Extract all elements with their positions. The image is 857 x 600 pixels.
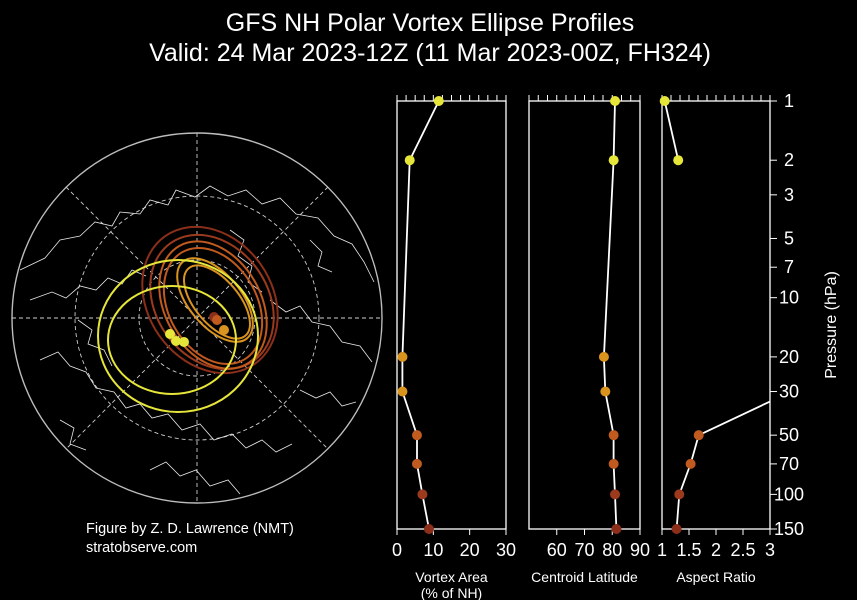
aspect-ratio-offscale-line <box>698 400 771 436</box>
vortex-area-point-100 <box>417 489 428 500</box>
pressure-tick-label: 7 <box>784 257 794 277</box>
vortex-area-line <box>401 100 440 530</box>
aspect-ratio-point-50 <box>693 430 704 441</box>
centroid-latitude-point-30 <box>600 386 611 397</box>
centroid-latitude-x-tick-label: 80 <box>602 540 622 560</box>
centroid-latitude-point-50 <box>608 430 619 441</box>
centroid-latitude-frame <box>528 100 641 530</box>
credit-site: stratobserve.com <box>86 540 198 556</box>
centroid-latitude-point-100 <box>610 489 621 500</box>
map-coastlines <box>19 185 375 495</box>
centroid-latitude-point-150 <box>611 524 622 534</box>
pressure-tick-label: 20 <box>779 347 799 367</box>
centroid-latitude-x-tick-label: 90 <box>630 540 650 560</box>
aspect-ratio-point-70 <box>685 458 696 469</box>
vortex-area-x-label: Vortex Area <box>415 569 488 585</box>
centroid-latitude-panel: 60 70 80 90 Centroid Latitude <box>528 95 650 585</box>
centroid-latitude-point-20 <box>598 351 609 362</box>
aspect-ratio-x-tick-label: 1.5 <box>676 540 701 560</box>
vortex-area-point-70 <box>411 458 422 469</box>
aspect-ratio-x-tick-label: 2 <box>711 540 721 560</box>
pressure-tick-label: 2 <box>784 150 794 170</box>
pressure-axis-label: Pressure (hPa) <box>823 271 840 379</box>
pressure-tick-label: 1 <box>784 91 794 111</box>
vortex-ellipses <box>97 225 279 413</box>
aspect-ratio-point-150 <box>671 524 682 534</box>
centroid-latitude-x-tick-label: 60 <box>547 540 567 560</box>
vortex-area-x-tick-label: 10 <box>423 540 443 560</box>
vortex-centroids <box>165 312 229 347</box>
title-line-2: Valid: 24 Mar 2023-12Z (11 Mar 2023-00Z,… <box>149 39 711 67</box>
vortex-area-x-tick-label: 30 <box>496 540 516 560</box>
centroid-latitude-x-label: Centroid Latitude <box>531 569 638 585</box>
aspect-ratio-line <box>675 434 700 530</box>
aspect-ratio-x-label: Aspect Ratio <box>676 569 756 585</box>
vortex-area-panel: 0 10 20 30 Vortex Area(% of NH) <box>392 95 516 600</box>
credit-author: Figure by Z. D. Lawrence (NMT) <box>86 521 294 537</box>
centroid-latitude-point-2 <box>608 155 619 166</box>
aspect-ratio-x-tick-label: 3 <box>765 540 775 560</box>
pressure-tick-label: 5 <box>784 228 794 248</box>
vortex-area-point-50 <box>411 430 422 441</box>
centroid-latitude-x-tick-label: 70 <box>574 540 594 560</box>
pressure-tick-label: 50 <box>779 425 799 445</box>
vortex-area-x-tick-label: 0 <box>392 540 402 560</box>
pressure-tick-label: 70 <box>779 454 799 474</box>
profile-panels: 0 10 20 30 Vortex Area(% of NH) 60 70 80 90 Centr… <box>392 91 840 600</box>
pressure-tick-label: 150 <box>774 519 804 539</box>
title-line-1: GFS NH Polar Vortex Ellipse Profiles <box>226 9 634 37</box>
pressure-tick-label: 3 <box>784 185 794 205</box>
centroid-latitude-point-1 <box>610 96 621 106</box>
pressure-tick-label: 100 <box>774 484 804 504</box>
aspect-ratio-x-tick-label: 1 <box>657 540 667 560</box>
centroid-latitude-line <box>602 100 618 530</box>
aspect-ratio-x-tick-label: 2.5 <box>730 540 755 560</box>
aspect-ratio-line <box>663 100 680 161</box>
vortex-area-x-tick-label: 20 <box>460 540 480 560</box>
vortex-area-x-label: (% of NH) <box>421 585 482 600</box>
vortex-area-point-2 <box>404 155 415 166</box>
pressure-tick-label: 10 <box>779 288 799 308</box>
aspect-ratio-point-2 <box>673 155 684 166</box>
aspect-ratio-point-1 <box>659 96 670 106</box>
centroid-latitude-point-70 <box>608 458 619 469</box>
vortex-area-point-30 <box>397 386 408 397</box>
vortex-area-point-1 <box>433 96 444 106</box>
aspect-ratio-panel: 1 1.5 2 2.5 3 Aspect Ratio 1 2 3 5 7 10 20 30 50 70 100 1… <box>657 91 840 585</box>
pressure-tick-label: 30 <box>779 382 799 402</box>
vortex-area-point-20 <box>397 351 408 362</box>
polar-map <box>11 132 383 504</box>
aspect-ratio-point-100 <box>674 489 685 500</box>
vortex-area-point-150 <box>423 524 434 534</box>
